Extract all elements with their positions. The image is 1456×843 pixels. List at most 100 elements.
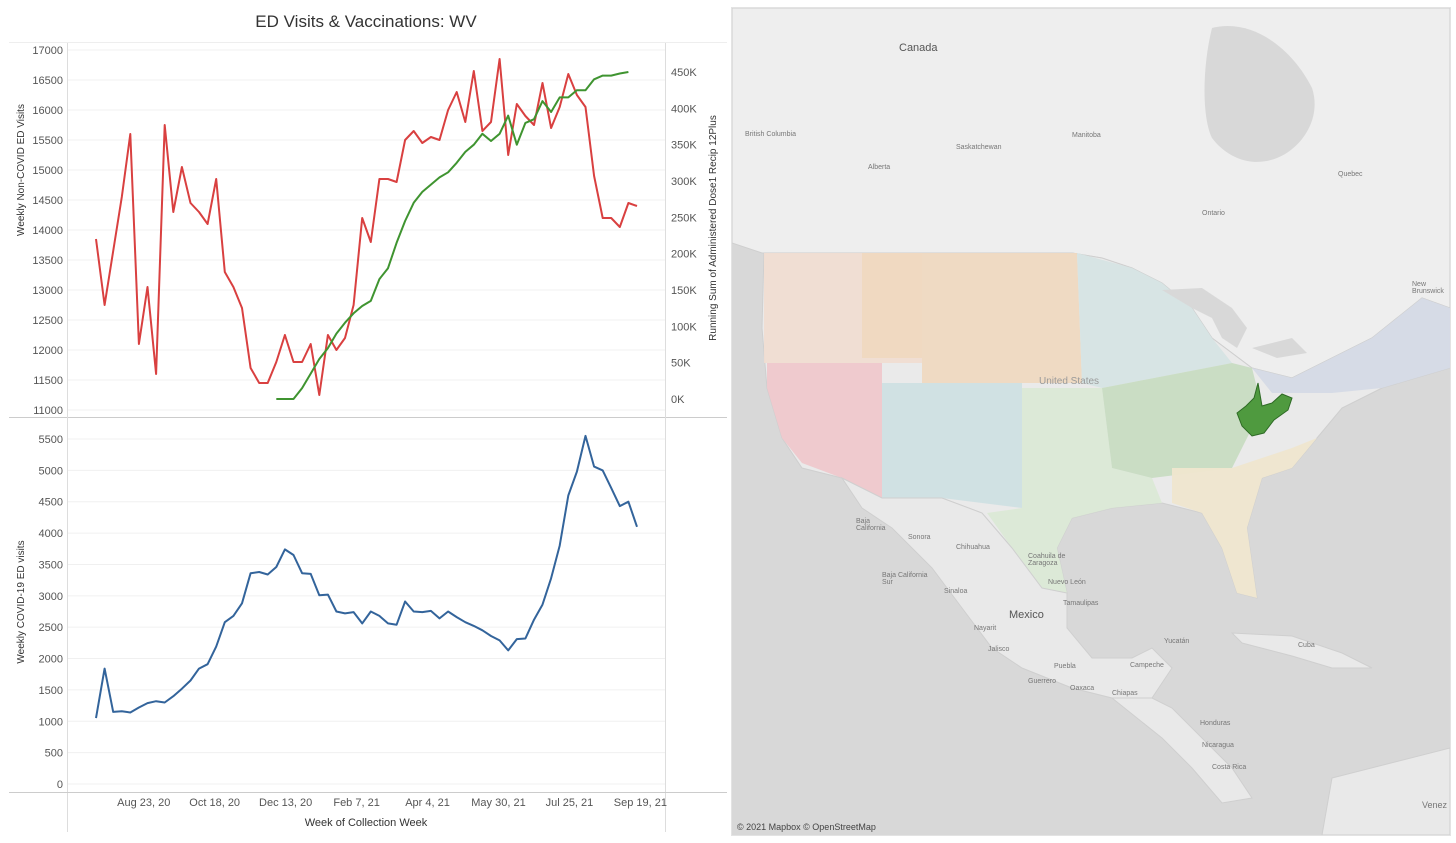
map-label-canada: Canada bbox=[899, 42, 938, 54]
vaccination-running-sum-line bbox=[276, 71, 629, 400]
cuba-landmass bbox=[1230, 632, 1373, 669]
y2-tick-label: 50K bbox=[671, 358, 691, 370]
y-tick-label: 14000 bbox=[32, 225, 63, 237]
y2-tick-label: 150K bbox=[671, 285, 697, 297]
map-label-chihuahua: Chihuahua bbox=[956, 544, 990, 551]
map-label-jalisco: Jalisco bbox=[988, 646, 1010, 653]
map-label-baja-california-sur: Baja California Sur bbox=[882, 572, 928, 586]
map-label-sinaloa: Sinaloa bbox=[944, 588, 968, 595]
mexico-landmass bbox=[840, 476, 1173, 699]
y-tick-label: 5500 bbox=[39, 434, 63, 446]
x-tick-label: May 30, 21 bbox=[471, 797, 525, 809]
top-gridlines bbox=[68, 49, 665, 411]
map-label-manitoba: Manitoba bbox=[1072, 132, 1101, 139]
y-tick-label: 15000 bbox=[32, 165, 63, 177]
bottom-left-axis-label: Weekly COVID-19 ED visits bbox=[16, 540, 27, 663]
y2-tick-label: 250K bbox=[671, 212, 697, 224]
map-label-yucatan: Yucatán bbox=[1164, 638, 1190, 645]
x-tick-label: Apr 4, 21 bbox=[405, 797, 450, 809]
y-tick-label: 5000 bbox=[39, 465, 63, 477]
map-canvas bbox=[732, 8, 1450, 835]
top-left-axis-label: Weekly Non-COVID ED Visits bbox=[16, 104, 27, 236]
us-state-map[interactable]: Canada United States Mexico British Colu… bbox=[731, 7, 1451, 836]
y-tick-label: 3000 bbox=[39, 591, 63, 603]
map-label-mexico: Mexico bbox=[1009, 609, 1044, 621]
x-tick-label: Aug 23, 20 bbox=[117, 797, 170, 809]
ed-visits-charts: 11000 11500 12000 12500 13000 13500 14000 14500… bbox=[9, 42, 727, 832]
map-label-quebec: Quebec bbox=[1338, 171, 1363, 178]
y-tick-label: 11000 bbox=[33, 405, 63, 417]
map-label-chiapas: Chiapas bbox=[1112, 690, 1138, 697]
map-label-nayarit: Nayarit bbox=[974, 625, 997, 632]
map-label-sonora: Sonora bbox=[908, 534, 931, 541]
map-label-tamaulipas: Tamaulipas bbox=[1063, 600, 1099, 607]
map-attribution: © 2021 Mapbox © OpenStreetMap bbox=[737, 822, 876, 832]
map-label-coahuila: Coahuila de Zaragoza bbox=[1028, 553, 1066, 567]
hudson-bay bbox=[1204, 26, 1315, 162]
map-label-british-columbia: British Columbia bbox=[745, 131, 796, 138]
y-tick-label: 16000 bbox=[32, 105, 63, 117]
map-label-nuevo-leon: Nuevo León bbox=[1048, 579, 1086, 586]
y2-tick-label: 350K bbox=[671, 140, 697, 152]
x-tick-label: Feb 7, 21 bbox=[333, 797, 379, 809]
non-covid-ed-visits-line bbox=[95, 58, 638, 396]
y-tick-label: 1500 bbox=[39, 685, 63, 697]
map-label-alberta: Alberta bbox=[868, 164, 891, 171]
y2-tick-label: 0K bbox=[671, 394, 685, 406]
region-california bbox=[767, 363, 882, 498]
y-tick-label: 500 bbox=[45, 748, 63, 760]
map-label-united-states: United States bbox=[1039, 376, 1100, 387]
y-tick-label: 2000 bbox=[39, 654, 63, 666]
y2-tick-label: 300K bbox=[671, 176, 697, 188]
map-label-ontario: Ontario bbox=[1202, 210, 1225, 217]
map-label-cuba: Cuba bbox=[1298, 642, 1315, 649]
y2-tick-label: 450K bbox=[671, 67, 697, 79]
y2-tick-label: 100K bbox=[671, 321, 697, 333]
top-right-axis-label: Running Sum of Administered Dose1 Recip … bbox=[708, 115, 719, 341]
bottom-gridlines bbox=[68, 438, 665, 785]
map-label-baja-california: Baja California bbox=[856, 518, 886, 532]
region-northern-plains bbox=[862, 253, 1082, 383]
map-label-venezuela: Venez bbox=[1422, 800, 1448, 810]
x-tick-label: Jul 25, 21 bbox=[546, 797, 594, 809]
y-tick-label: 14500 bbox=[32, 195, 63, 207]
y-tick-label: 2500 bbox=[39, 622, 63, 634]
y2-tick-label: 200K bbox=[671, 249, 697, 261]
chart-title: ED Visits & Vaccinations: WV bbox=[255, 12, 477, 31]
y-tick-label: 1000 bbox=[39, 716, 63, 728]
map-label-new-brunswick: New Brunswick bbox=[1412, 281, 1444, 295]
region-southeast bbox=[1172, 438, 1317, 598]
great-lakes bbox=[1162, 288, 1307, 358]
x-tick-label: Sep 19, 21 bbox=[614, 797, 667, 809]
y-tick-label: 11500 bbox=[33, 375, 63, 387]
bottom-left-axis-ticks: 0 500 1000 1500 2000 2500 3000 3500 4000 4500 5000… bbox=[39, 434, 63, 791]
y2-tick-label: 400K bbox=[671, 103, 697, 115]
y-tick-label: 4500 bbox=[39, 497, 63, 509]
y-tick-label: 13000 bbox=[32, 285, 63, 297]
map-label-costa-rica: Costa Rica bbox=[1212, 764, 1247, 771]
map-label-guerrero: Guerrero bbox=[1028, 678, 1057, 685]
west-virginia-highlight[interactable] bbox=[1236, 382, 1293, 437]
y-tick-label: 4000 bbox=[39, 528, 63, 540]
covid-ed-visits-line bbox=[95, 434, 638, 719]
y-tick-label: 17000 bbox=[32, 45, 63, 57]
region-south-central bbox=[987, 388, 1162, 593]
map-label-puebla: Puebla bbox=[1054, 663, 1076, 670]
x-axis-ticks: Aug 23, 20 Oct 18, 20 Dec 13, 20 Feb 7, 21 A… bbox=[117, 797, 667, 809]
y-tick-label: 0 bbox=[57, 779, 63, 791]
region-midwest bbox=[1102, 363, 1262, 478]
map-label-saskatchewan: Saskatchewan bbox=[956, 144, 1002, 151]
y-tick-label: 15500 bbox=[32, 135, 63, 147]
central-america-landmass bbox=[1110, 697, 1253, 804]
map-label-campeche: Campeche bbox=[1130, 662, 1164, 669]
region-southwest bbox=[882, 383, 1022, 508]
south-america-landmass bbox=[1321, 747, 1450, 835]
top-left-axis-ticks: 11000 11500 12000 12500 13000 13500 14000 14500… bbox=[32, 45, 63, 417]
map-label-nicaragua: Nicaragua bbox=[1202, 742, 1234, 749]
map-label-oaxaca: Oaxaca bbox=[1070, 685, 1095, 692]
region-upper-midwest bbox=[1077, 253, 1232, 388]
x-axis-label: Week of Collection Week bbox=[305, 817, 428, 829]
map-label-honduras: Honduras bbox=[1200, 720, 1231, 727]
y-tick-label: 12500 bbox=[32, 315, 63, 327]
x-tick-label: Dec 13, 20 bbox=[259, 797, 312, 809]
